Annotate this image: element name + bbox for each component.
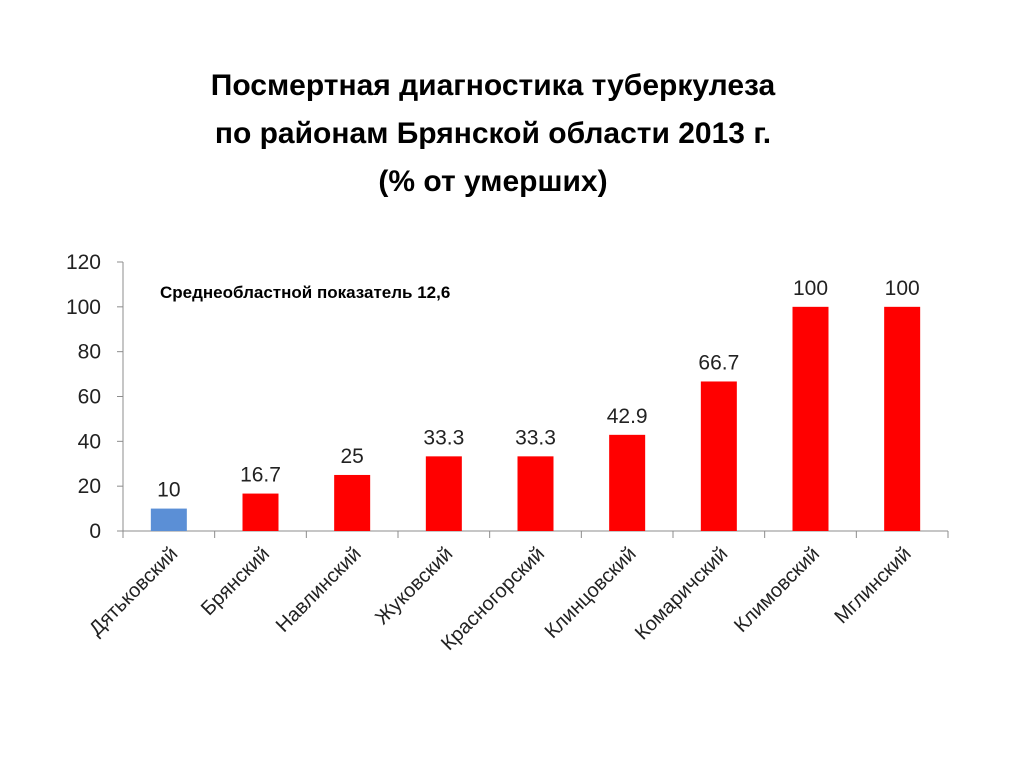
bar (425, 456, 462, 531)
category-label: Мглинский (830, 543, 915, 628)
category-label: Клинцовский (541, 543, 641, 643)
bar (150, 508, 187, 531)
regional-average-annotation: Среднеобластной показатель 12,6 (160, 283, 450, 302)
chart-title-line-2: по районам Брянской области 2013 г. (214, 117, 772, 150)
bar (700, 381, 737, 531)
category-label: Навлинский (272, 543, 366, 637)
chart-title: Посмертная диагностика туберкулеза по ра… (0, 62, 986, 206)
chart-title-line-1: Посмертная диагностика туберкулеза (210, 69, 776, 102)
category-label: Брянский (197, 543, 274, 620)
y-tick-label: 120 (66, 251, 101, 274)
data-label: 16.7 (240, 464, 281, 487)
data-label: 42.9 (607, 405, 648, 428)
y-tick-label: 100 (66, 296, 101, 319)
category-label: Дятьковский (85, 543, 182, 640)
bar (884, 306, 921, 531)
category-label: Климовский (730, 543, 824, 637)
data-label: 66.7 (698, 351, 739, 374)
y-tick-label: 40 (78, 430, 101, 453)
category-label: Комаричский (631, 543, 732, 644)
bar (242, 493, 279, 531)
data-label: 33.3 (515, 426, 556, 449)
bar (792, 306, 829, 531)
data-label: 33.3 (423, 426, 464, 449)
data-label: 25 (340, 445, 363, 468)
chart-bars (150, 306, 921, 531)
y-tick-label: 60 (78, 386, 101, 409)
bar (334, 474, 371, 531)
y-tick-label: 20 (78, 475, 101, 498)
data-label: 10 (157, 479, 180, 502)
y-tick-label: 80 (78, 341, 101, 364)
bar (517, 456, 554, 531)
data-label: 100 (885, 277, 920, 300)
bar (609, 434, 646, 531)
y-tick-label: 0 (89, 520, 101, 543)
category-label: Жуковский (371, 543, 457, 629)
data-label: 100 (793, 277, 828, 300)
chart-title-line-3: (% от умерших) (378, 165, 608, 198)
